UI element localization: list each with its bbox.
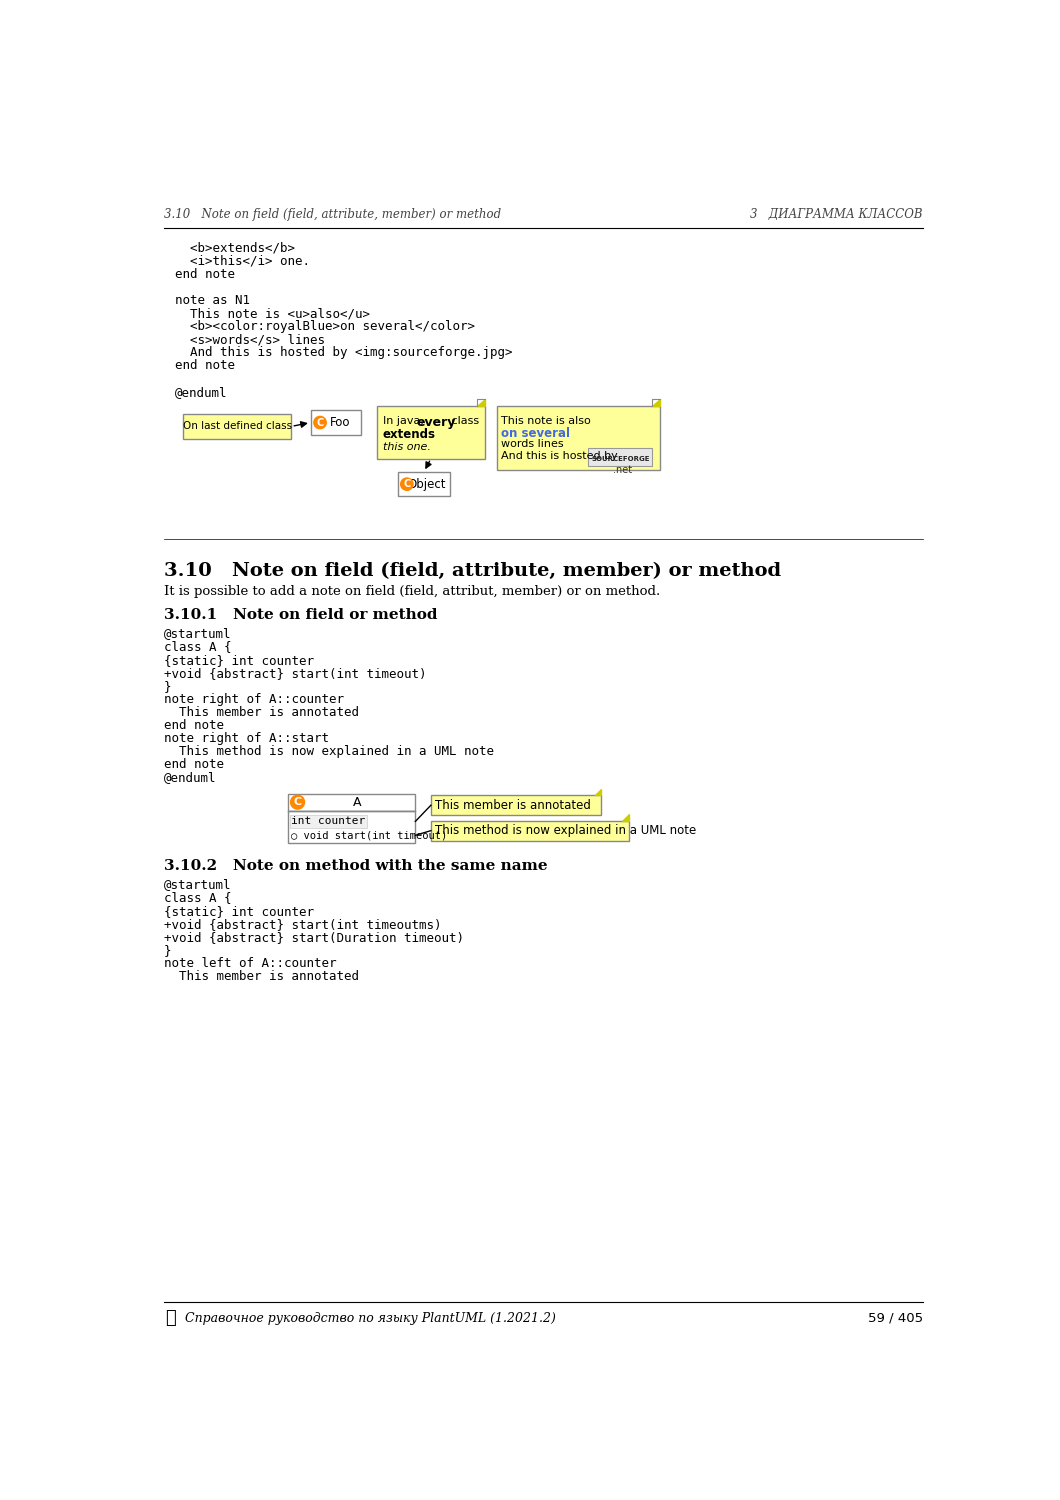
Text: <s>words</s> lines: <s>words</s> lines — [175, 333, 325, 346]
Text: end note: end note — [163, 759, 224, 771]
Text: end note: end note — [163, 718, 224, 732]
Text: note right of A::start: note right of A::start — [163, 732, 329, 746]
Text: +void {abstract} start(Duration timeout): +void {abstract} start(Duration timeout) — [163, 930, 463, 944]
Text: A: A — [353, 795, 361, 808]
Text: 3.10   Note on field (field, attribute, member) or method: 3.10 Note on field (field, attribute, me… — [163, 209, 500, 220]
Text: This note is also: This note is also — [501, 416, 591, 426]
Text: C: C — [294, 796, 302, 807]
Text: This member is annotated: This member is annotated — [163, 970, 358, 982]
Text: This member is annotated: This member is annotated — [163, 706, 358, 718]
Text: .net: .net — [613, 465, 632, 476]
Polygon shape — [595, 789, 601, 795]
Text: 3   ДИАГРАММА КЛАССОВ: 3 ДИАГРАММА КЛАССОВ — [750, 209, 923, 220]
Text: @startuml: @startuml — [163, 879, 231, 891]
Text: @enduml: @enduml — [163, 771, 216, 784]
Text: 59 / 405: 59 / 405 — [868, 1311, 923, 1324]
Text: SOURCEFORGE: SOURCEFORGE — [591, 456, 650, 462]
Text: <b>extends</b>: <b>extends</b> — [175, 242, 295, 255]
FancyBboxPatch shape — [376, 406, 485, 459]
Text: class A {: class A { — [163, 640, 231, 654]
Text: }: } — [163, 680, 171, 693]
Text: {static} int counter: {static} int counter — [163, 904, 314, 918]
Text: Справочное руководство по языку PlantUML (1.2021.2): Справочное руководство по языку PlantUML… — [186, 1311, 556, 1324]
Text: @startuml: @startuml — [163, 627, 231, 640]
Text: extends: extends — [383, 427, 436, 441]
Text: ○ void start(int timeout): ○ void start(int timeout) — [292, 831, 447, 840]
FancyBboxPatch shape — [430, 795, 601, 816]
Text: Object: Object — [408, 477, 446, 490]
FancyBboxPatch shape — [311, 410, 361, 435]
Text: note left of A::counter: note left of A::counter — [163, 957, 336, 970]
Circle shape — [290, 795, 304, 808]
Text: <b><color:royalBlue>on several</color>: <b><color:royalBlue>on several</color> — [175, 320, 475, 333]
Text: +void {abstract} start(int timeout): +void {abstract} start(int timeout) — [163, 666, 426, 680]
Text: end note: end note — [175, 360, 235, 372]
FancyBboxPatch shape — [287, 810, 416, 843]
Text: class A {: class A { — [163, 891, 231, 904]
Text: on several: on several — [501, 427, 570, 439]
Polygon shape — [652, 399, 659, 406]
FancyBboxPatch shape — [588, 448, 652, 466]
Text: C: C — [317, 417, 323, 428]
Text: end note: end note — [175, 268, 235, 280]
Text: C: C — [403, 478, 410, 489]
Circle shape — [401, 478, 413, 490]
Text: <i>this</i> one.: <i>this</i> one. — [175, 255, 311, 267]
Text: 3.10   Note on field (field, attribute, member) or method: 3.10 Note on field (field, attribute, me… — [163, 562, 780, 580]
Text: int counter: int counter — [292, 816, 366, 827]
Text: +void {abstract} start(int timeoutms): +void {abstract} start(int timeoutms) — [163, 918, 441, 930]
Circle shape — [314, 417, 326, 429]
FancyBboxPatch shape — [398, 472, 450, 496]
Text: 🌿: 🌿 — [165, 1310, 176, 1328]
Text: It is possible to add a note on field (field, attribut, member) or on method.: It is possible to add a note on field (f… — [163, 585, 659, 598]
Text: this one.: this one. — [383, 442, 430, 452]
Text: And this is hosted by: And this is hosted by — [501, 452, 618, 460]
Text: Foo: Foo — [330, 416, 351, 429]
Text: 3.10.1   Note on field or method: 3.10.1 Note on field or method — [163, 608, 437, 622]
Polygon shape — [477, 399, 485, 406]
Text: 3.10.2   Note on method with the same name: 3.10.2 Note on method with the same name — [163, 859, 547, 873]
FancyBboxPatch shape — [183, 414, 292, 438]
Text: {static} int counter: {static} int counter — [163, 654, 314, 666]
Text: every: every — [417, 416, 456, 429]
Text: In java,: In java, — [383, 416, 427, 426]
Text: class: class — [448, 416, 479, 426]
Polygon shape — [622, 815, 629, 821]
Text: This note is <u>also</u>: This note is <u>also</u> — [175, 308, 370, 320]
Text: This method is now explained in a UML note: This method is now explained in a UML no… — [435, 824, 696, 837]
FancyBboxPatch shape — [287, 794, 416, 810]
Text: }: } — [163, 944, 171, 957]
Text: On last defined class: On last defined class — [182, 422, 292, 432]
Text: This method is now explained in a UML note: This method is now explained in a UML no… — [163, 746, 494, 758]
Text: And this is hosted by <img:sourceforge.jpg>: And this is hosted by <img:sourceforge.j… — [175, 346, 513, 360]
Text: words lines: words lines — [501, 440, 564, 450]
FancyBboxPatch shape — [430, 821, 629, 840]
FancyBboxPatch shape — [497, 406, 659, 470]
Text: note right of A::counter: note right of A::counter — [163, 693, 343, 706]
Text: This member is annotated: This member is annotated — [435, 798, 590, 812]
Text: @enduml: @enduml — [175, 386, 228, 399]
Text: note as N1: note as N1 — [175, 294, 250, 307]
